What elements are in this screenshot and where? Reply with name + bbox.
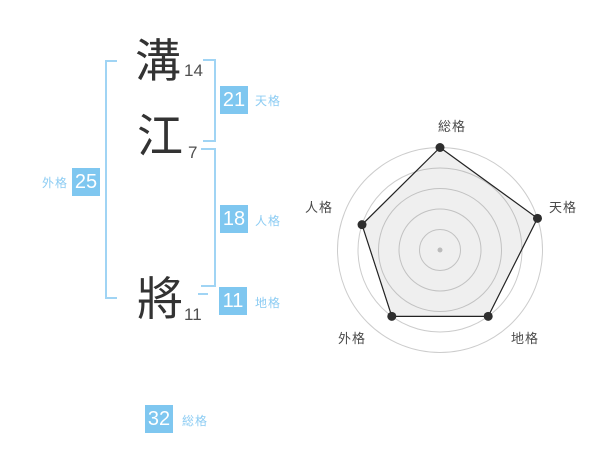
- radar-vertex-dot: [387, 311, 397, 321]
- radar-vertex-dot: [483, 311, 493, 321]
- radar-center-dot: [437, 247, 443, 253]
- name-char-3: 將: [137, 273, 183, 325]
- tenkaku-label: 天格: [255, 94, 282, 108]
- radar-vertex-dot: [532, 213, 542, 223]
- name-char-1: 溝: [135, 35, 181, 87]
- tenkaku-bracket: [203, 59, 216, 142]
- chikaku-value-box: 11: [219, 287, 247, 315]
- radar-ring: [419, 229, 461, 271]
- radar-axis-label-gaikaku: 外格: [337, 331, 366, 346]
- radar-ring: [378, 188, 502, 312]
- chikaku-label: 地格: [255, 296, 282, 310]
- jinkaku-value-box: 18: [220, 205, 248, 233]
- radar-polygon: [361, 146, 539, 317]
- chikaku-tick: [198, 293, 208, 295]
- soukaku-value-box: 32: [145, 405, 173, 433]
- stroke-count-1: 14: [184, 61, 203, 80]
- radar-ring: [398, 208, 482, 292]
- radar-axis-label-tenkaku: 天格: [548, 200, 577, 215]
- radar-axis-label-soukaku: 総格: [437, 119, 466, 134]
- soukaku-label: 総格: [182, 414, 209, 428]
- tenkaku-value-box: 21: [220, 86, 248, 114]
- stroke-count-2: 7: [188, 143, 198, 162]
- gaikaku-value-box: 25: [72, 168, 100, 196]
- gaikaku-bracket: [105, 60, 117, 299]
- jinkaku-bracket: [201, 148, 216, 287]
- radar-vertex-dot: [357, 220, 367, 230]
- radar-vertex-dot: [435, 143, 445, 152]
- jinkaku-label: 人格: [255, 214, 282, 228]
- radar-axis-label-chikaku: 地格: [510, 331, 539, 346]
- name-char-2: 江: [137, 110, 183, 162]
- radar-axis-label-jinkaku: 人格: [304, 200, 333, 215]
- gaikaku-label: 外格: [42, 176, 69, 190]
- stroke-count-3: 11: [184, 305, 202, 324]
